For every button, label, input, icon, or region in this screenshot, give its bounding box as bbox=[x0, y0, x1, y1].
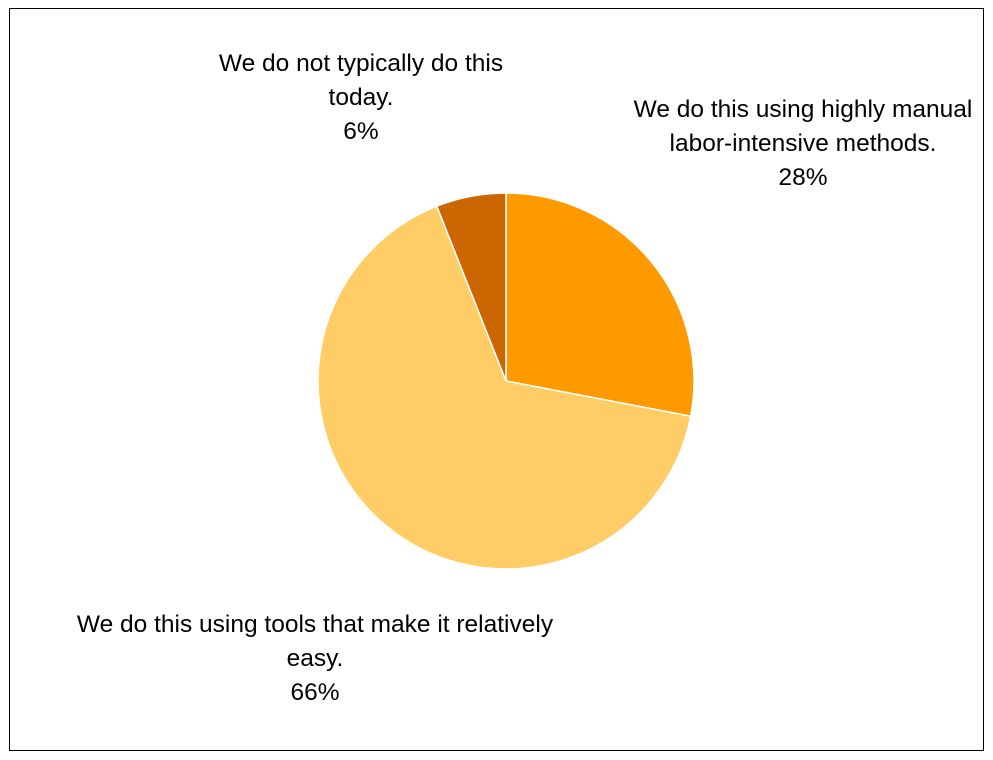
pie-slices bbox=[317, 192, 695, 570]
slice-label-manual-value: 28% bbox=[778, 164, 828, 191]
pie-slice-tools bbox=[317, 205, 692, 570]
slice-label-manual: We do this using highly manual labor-int… bbox=[628, 93, 978, 195]
pie-chart bbox=[317, 192, 695, 570]
slice-label-tools: We do this using tools that make it rela… bbox=[60, 608, 570, 710]
slice-label-not-typically-text: We do not typically do this today. bbox=[218, 50, 504, 111]
slice-label-manual-text: We do this using highly manual labor-int… bbox=[633, 96, 973, 157]
slice-label-not-typically: We do not typically do this today. 6% bbox=[186, 47, 536, 149]
slice-label-not-typically-value: 6% bbox=[343, 118, 379, 145]
slice-label-tools-text: We do this using tools that make it rela… bbox=[76, 611, 554, 672]
pie-slice-manual bbox=[505, 192, 695, 418]
chart-frame: We do this using highly manual labor-int… bbox=[9, 8, 984, 751]
slice-label-tools-value: 66% bbox=[290, 679, 340, 706]
pie-slice-not-typically bbox=[435, 192, 507, 382]
